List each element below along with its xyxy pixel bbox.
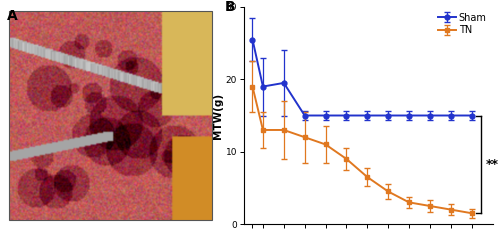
Text: B: B: [224, 0, 235, 14]
Text: A: A: [7, 9, 18, 23]
Legend: Sham, TN: Sham, TN: [438, 12, 488, 36]
Y-axis label: MTW(g): MTW(g): [213, 92, 223, 139]
Text: **: **: [486, 158, 499, 171]
